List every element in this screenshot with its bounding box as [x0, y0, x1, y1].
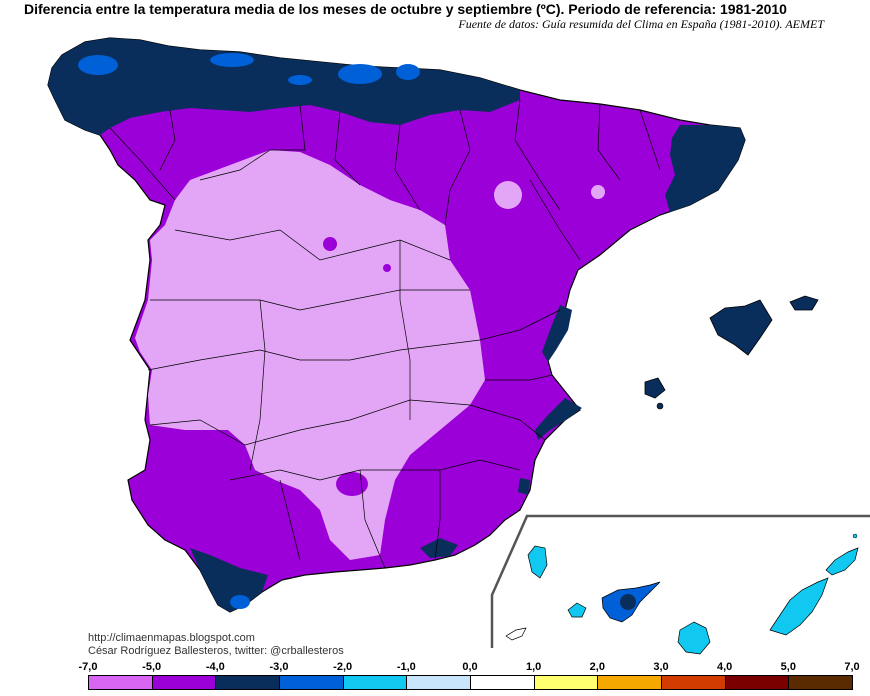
legend-tick-label: -5,0: [142, 661, 162, 673]
blue-patch: [338, 64, 382, 84]
valencia-coast-region: [542, 305, 572, 362]
formentera-island: [656, 402, 664, 410]
province-borders: [109, 99, 661, 569]
legend-tick-label: 2,0: [589, 661, 605, 673]
legend-swatch: [151, 675, 217, 690]
legend-tick-label: 1,0: [526, 661, 542, 673]
la-gomera-island: [567, 602, 587, 618]
light-spot: [494, 181, 522, 209]
legend-tick-label: 5,0: [780, 661, 796, 673]
blue-patch: [396, 64, 420, 80]
color-legend: -7,0 -5,0 -4,0 -3,0 -2,0 -1,0 0,0 1,0 2,0 3,0 4,0 5…: [0, 660, 870, 696]
el-hierro-island: [505, 627, 527, 641]
teide-spot: [620, 594, 636, 610]
catalonia-coast-region: [665, 125, 745, 212]
legend-swatch: [724, 675, 790, 690]
legend-swatch: [597, 675, 662, 690]
blue-patch: [210, 53, 254, 67]
alicante-coast-region: [535, 398, 582, 440]
map-title: Diferencia entre la temperatura media de…: [24, 1, 787, 17]
climate-map: [47, 37, 870, 655]
credit-author: César Rodríguez Ballesteros, twitter: @c…: [88, 645, 344, 657]
blue-patch: [288, 75, 312, 85]
legend-swatch: [342, 675, 408, 690]
legend-swatch: [406, 675, 471, 690]
legend-swatch: [279, 675, 344, 690]
blue-patch: [78, 55, 118, 75]
la-palma-island: [527, 545, 548, 579]
legend-tick-label: -4,0: [205, 661, 225, 673]
fuerteventura-island: [769, 577, 829, 636]
legend-tick-label: -3,0: [269, 661, 289, 673]
gran-canaria-island: [677, 621, 711, 655]
legend-tick-label: -2,0: [333, 661, 353, 673]
strait-coast-region: [190, 548, 268, 612]
mallorca-island: [709, 299, 773, 356]
dark-spot: [323, 237, 337, 251]
legend-tick-label: 4,0: [717, 661, 733, 673]
dark-spot: [383, 264, 391, 272]
blue-patch: [230, 595, 250, 609]
light-spot: [591, 185, 605, 199]
legend-swatch: [788, 675, 853, 690]
canary-inset-frame: [490, 514, 870, 648]
dark-spot: [336, 472, 368, 496]
interior-region: [135, 150, 485, 560]
legend-tick-label: -1,0: [396, 661, 416, 673]
legend-swatch: [215, 675, 280, 690]
ibiza-island: [644, 377, 666, 399]
murcia-coast-region: [518, 478, 530, 495]
almeria-coast-region: [420, 538, 458, 558]
north-coast-region: [48, 38, 520, 135]
menorca-island: [789, 295, 819, 311]
legend-tick-label: 0,0: [462, 661, 478, 673]
legend-swatch: [88, 675, 153, 690]
islet: [852, 533, 858, 539]
lanzarote-island: [825, 547, 859, 576]
credit-blog: http://climaenmapas.blogspot.com: [88, 632, 255, 644]
legend-swatch: [470, 675, 535, 690]
legend-tick-label: 7,0: [844, 661, 860, 673]
legend-swatch: [661, 675, 726, 690]
map-source: Fuente de datos: Guía resumida del Clima…: [458, 17, 824, 31]
legend-tick-label: 3,0: [653, 661, 669, 673]
legend-tick-label: -7,0: [78, 661, 98, 673]
legend-swatch: [533, 675, 599, 690]
